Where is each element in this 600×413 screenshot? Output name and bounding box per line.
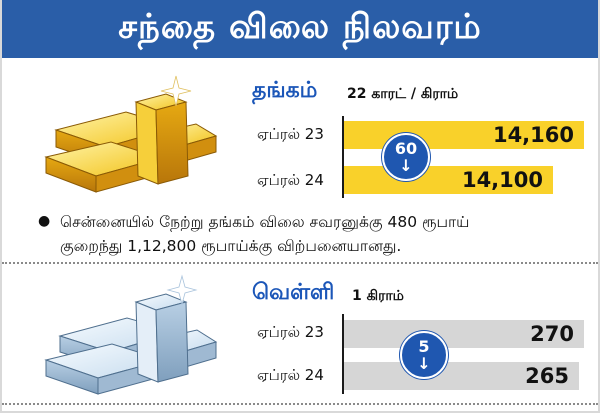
note-bullet: ● <box>38 213 51 229</box>
gold-price-1: 14,160 <box>492 123 574 147</box>
silver-unit: 1 கிராம் <box>352 288 404 304</box>
silver-date-1: ஏப்ரல் 23 <box>257 323 324 341</box>
silver-bar-2: 265 <box>344 362 579 390</box>
silver-price-1: 270 <box>530 322 574 346</box>
gold-note: சென்னையில் நேற்று தங்கம் விலை சவரனுக்கு … <box>60 210 600 258</box>
gold-axis-line <box>342 116 344 198</box>
gold-title: தங்கம் <box>252 78 318 103</box>
note-line-1: சென்னையில் நேற்று தங்கம் விலை சவரனுக்கு … <box>60 213 470 231</box>
silver-bar-1: 270 <box>344 320 584 348</box>
arrow-down-icon: ↓ <box>417 354 431 373</box>
gold-bar-2: 14,100 <box>344 166 553 194</box>
gold-date-1: ஏப்ரல் 23 <box>257 125 324 143</box>
silver-price-2: 265 <box>525 364 569 388</box>
page-title: சந்தை விலை நிலவரம் <box>118 7 482 47</box>
arrow-down-icon: ↓ <box>399 156 413 175</box>
note-line-2: குறைந்து 1,12,800 ரூபாய்க்கு விற்பனையானத… <box>60 237 402 255</box>
gold-change-badge: 60 ↓ <box>382 133 430 181</box>
section-divider <box>2 262 598 264</box>
header-banner: சந்தை விலை நிலவரம் <box>2 0 598 58</box>
gold-date-2: ஏப்ரல் 24 <box>257 171 324 189</box>
gold-bars-icon <box>44 75 218 193</box>
silver-title: வெள்ளி <box>252 280 335 305</box>
silver-date-2: ஏப்ரல் 24 <box>257 366 324 384</box>
silver-change-value: 5 <box>418 337 430 356</box>
gold-change-value: 60 <box>394 139 418 158</box>
gold-bar-1: 14,160 <box>344 121 584 149</box>
bottom-divider <box>2 403 598 405</box>
gold-unit: 22 காரட் / கிராம் <box>347 86 459 102</box>
silver-change-badge: 5 ↓ <box>400 331 448 379</box>
silver-bars-icon <box>44 274 218 395</box>
silver-axis-line <box>342 314 344 394</box>
gold-price-2: 14,100 <box>461 168 543 192</box>
